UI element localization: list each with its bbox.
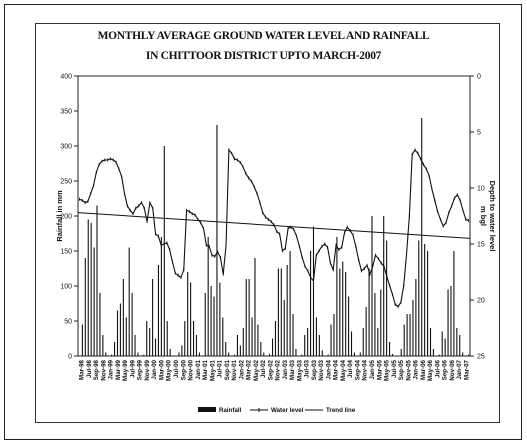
chart-subtitle: IN CHITTOOR DISTRICT UPTO MARCH-2007 [145, 50, 382, 62]
water-level-line [79, 148, 469, 308]
x-axis-tick-label: Jul-02 [260, 359, 267, 377]
y-axis-tick-label: 250 [60, 179, 72, 186]
x-axis-tick-label: Sep-00 [180, 359, 187, 380]
x-axis-tick-label: Sep-98 [93, 359, 100, 380]
y2-axis-tick-label: 5 [477, 130, 481, 137]
x-axis-tick-label: Jan-03 [282, 359, 289, 379]
x-axis-tick-label: Jul-99 [129, 359, 136, 377]
x-axis-tick-label: Nov-99 [144, 359, 151, 380]
x-axis-tick-label: Mar-01 [202, 359, 209, 380]
x-axis-tick-label: Jul-03 [304, 359, 311, 377]
y-axis-tick-label: 100 [60, 284, 72, 291]
x-axis-tick-label: May-00 [166, 359, 173, 381]
x-axis-tick-label: Mar-07 [463, 359, 470, 380]
x-axis-tick-label: Jan-02 [238, 359, 245, 379]
x-axis-tick-label: Sep-99 [137, 359, 144, 380]
legend-rainfall-swatch [198, 407, 216, 412]
x-axis-tick-label: May-03 [296, 359, 303, 381]
y-axis-label: Rainfall in mm [55, 190, 64, 242]
chart-title: MONTHLY AVERAGE GROUND WATER LEVEL AND R… [97, 30, 430, 42]
y2-axis-tick-label: 25 [477, 354, 485, 361]
x-axis-tick-label: Jan-99 [108, 359, 115, 379]
x-axis-tick-label: Jan-04 [325, 359, 332, 379]
x-axis-tick-label: Nov-06 [449, 359, 456, 380]
y-axis-tick-label: 50 [64, 319, 72, 326]
x-axis-tick-label: Jul-06 [434, 359, 441, 377]
y2-axis-tick-label: 20 [477, 298, 485, 305]
x-axis-tick-label: Nov-04 [362, 359, 369, 380]
x-axis-tick-label: Mar-03 [289, 359, 296, 380]
x-axis-tick-label: May-02 [253, 359, 260, 381]
x-axis-tick-label: Sep-03 [311, 359, 318, 380]
x-axis-tick-label: Mar-99 [115, 359, 122, 380]
x-axis-tick-label: Sep-01 [224, 359, 231, 380]
x-axis-tick-label: Nov-00 [188, 359, 195, 380]
legend-rainfall-label: Rainfall [219, 407, 242, 414]
x-axis-tick-label: Sep-04 [354, 359, 361, 380]
y2-axis-tick-label: 0 [477, 74, 481, 81]
y-axis-tick-label: 200 [60, 214, 72, 221]
x-axis-tick-label: Sep-05 [398, 359, 405, 380]
x-axis-tick-label: May-05 [384, 359, 391, 381]
y2-axis-tick-label: 15 [477, 242, 485, 249]
x-axis-tick-label: Nov-05 [405, 359, 412, 380]
x-axis-tick-label: Mar-06 [420, 359, 427, 380]
x-axis-tick-label: Jan-06 [413, 359, 420, 379]
y2-axis-label-line2: m bgl [479, 206, 488, 226]
x-axis-tick-label: Jul-04 [347, 359, 354, 377]
x-axis-tick-label: Jul-98 [86, 359, 93, 377]
x-axis-tick-label: Jul-00 [173, 359, 180, 377]
plot-area [77, 75, 471, 357]
x-axis-tick-label: Jan-01 [195, 359, 202, 379]
x-axis-tick-label: Jan-07 [456, 359, 463, 379]
x-axis-tick-label: May-04 [340, 359, 347, 381]
x-axis-tick-label: May-99 [122, 359, 129, 381]
x-axis-tick-label: Mar-00 [158, 359, 165, 380]
x-axis-tick-label: Nov-02 [275, 359, 282, 380]
legend-water-level-label: Water level [271, 407, 304, 414]
x-axis-tick-label: May-06 [427, 359, 434, 381]
x-axis-tick-label: Nov-01 [231, 359, 238, 380]
x-axis-tick-label: Sep-06 [442, 359, 449, 380]
x-axis-tick-label: Jul-01 [217, 359, 224, 377]
y-axis-tick-label: 0 [68, 354, 72, 361]
y-axis-tick-label: 300 [60, 144, 72, 151]
x-axis-tick-label: May-01 [209, 359, 216, 381]
x-axis-tick-label: Jan-00 [151, 359, 158, 379]
x-axis-tick-label: Mar-02 [246, 359, 253, 380]
y2-axis-label-line1: Depth to water level [488, 181, 497, 252]
x-axis-tick-label: Sep-02 [267, 359, 274, 380]
x-axis-tick-label: Nov-03 [318, 359, 325, 380]
y2-axis-tick-label: 10 [477, 186, 485, 193]
x-axis-tick-label: Mar-04 [333, 359, 340, 380]
trend-line [77, 212, 471, 239]
x-axis-tick-label: Mar-05 [376, 359, 383, 380]
x-axis-tick-label: Mar-98 [79, 359, 86, 380]
x-axis-tick-label: Jan-05 [369, 359, 376, 379]
y-axis-tick-label: 350 [60, 109, 72, 116]
y-axis-tick-label: 400 [60, 74, 72, 81]
legend-trend-label: Trend line [326, 407, 356, 414]
y-axis-tick-label: 150 [60, 249, 72, 256]
x-axis-tick-label: Nov-98 [100, 359, 107, 380]
x-axis-tick-label: Jul-05 [391, 359, 398, 377]
